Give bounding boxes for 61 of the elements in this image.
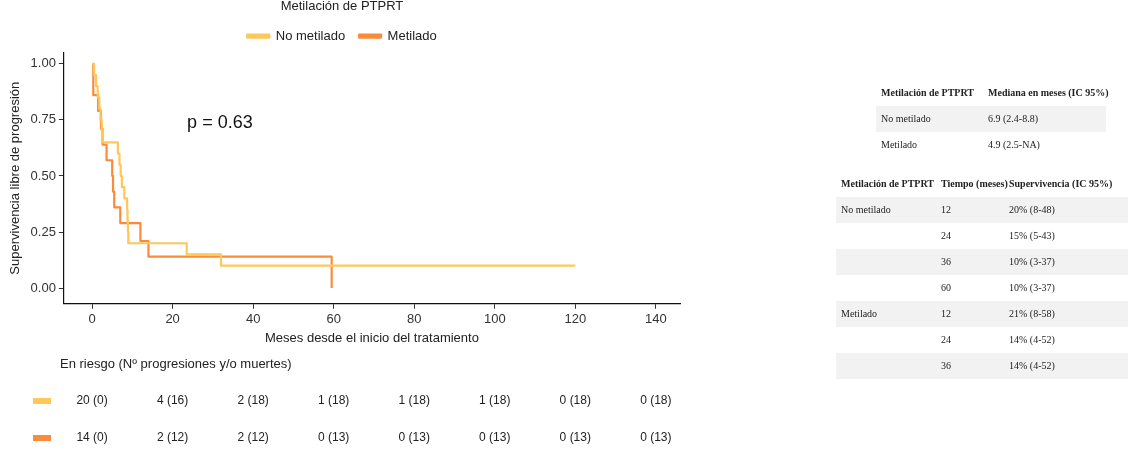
text: 10% (3-37): [1009, 281, 1055, 295]
x-tick-label: 120: [564, 311, 587, 327]
text: 14% (4-52): [1009, 359, 1055, 373]
text: 10% (3-37): [1009, 255, 1055, 269]
text: 12: [941, 307, 951, 321]
text: 0 (18): [640, 393, 672, 407]
text: 1 (18): [479, 393, 511, 407]
text: 12: [941, 203, 951, 217]
text: 4 (16): [156, 393, 189, 407]
legend-label: Metilado: [387, 27, 437, 43]
text: 14 (0): [76, 430, 108, 444]
text: 15% (5-43): [1009, 229, 1055, 243]
text: 0 (13): [559, 430, 591, 444]
text: Supervivencia (IC 95%): [1009, 177, 1113, 191]
text: 0 (13): [479, 430, 511, 444]
text: No metilado: [841, 203, 891, 217]
x-tick-label: 0: [88, 311, 96, 327]
x-tick-label: 60: [326, 311, 341, 327]
y-axis-title: Supervivencia libre de progresión: [7, 81, 23, 275]
y-tick-label: 0.75: [30, 111, 56, 127]
text: 14% (4-52): [1009, 333, 1055, 347]
text: Metilación de PTPRT: [881, 86, 974, 100]
text: Metilado: [841, 307, 878, 321]
text: Metilado: [881, 138, 918, 152]
text: 0 (13): [318, 430, 350, 444]
text: 21% (8-58): [1009, 307, 1055, 321]
text: 2 (12): [156, 430, 189, 444]
text: 1 (18): [398, 393, 430, 407]
text: Metilación de PTPRT: [841, 177, 934, 191]
text: 6.9 (2.4-8.8): [988, 112, 1038, 126]
y-tick-label: 0.50: [30, 167, 56, 183]
text: No metilado: [881, 112, 931, 126]
text: 0 (13): [640, 430, 672, 444]
text: Mediana en meses (IC 95%): [988, 86, 1109, 100]
text: 24: [941, 229, 951, 243]
legend-title: Metilación de PTPRT: [280, 0, 404, 14]
legend-label: No metilado: [275, 27, 346, 43]
x-axis-title: Meses desde el inicio del tratamiento: [265, 329, 479, 345]
y-tick-label: 0.25: [30, 223, 56, 239]
text: 60: [941, 281, 951, 295]
text: 0 (13): [398, 430, 430, 444]
x-tick-label: 140: [644, 311, 667, 327]
x-tick-label: 80: [407, 311, 422, 327]
text: 24: [941, 333, 951, 347]
annotation: p = 0.63: [187, 111, 253, 132]
text: 36: [941, 359, 951, 373]
text: 1 (18): [318, 393, 350, 407]
text: 2 (18): [237, 393, 269, 407]
x-tick-label: 100: [483, 311, 506, 327]
text: 36: [941, 255, 951, 269]
y-tick-label: 0.00: [30, 279, 56, 295]
text: 2 (12): [237, 430, 269, 444]
text: Tiempo (meses): [941, 177, 1008, 191]
text: 20 (0): [76, 393, 108, 407]
y-tick-label: 1.00: [30, 55, 56, 71]
x-tick-label: 20: [165, 311, 180, 327]
text: 4.9 (2.5-NA): [988, 138, 1040, 152]
text: En riesgo (Nº progresiones y/o muertes): [60, 356, 292, 371]
x-tick-label: 40: [245, 311, 261, 327]
text: 20% (8-48): [1009, 203, 1055, 217]
text: 0 (18): [559, 393, 591, 407]
